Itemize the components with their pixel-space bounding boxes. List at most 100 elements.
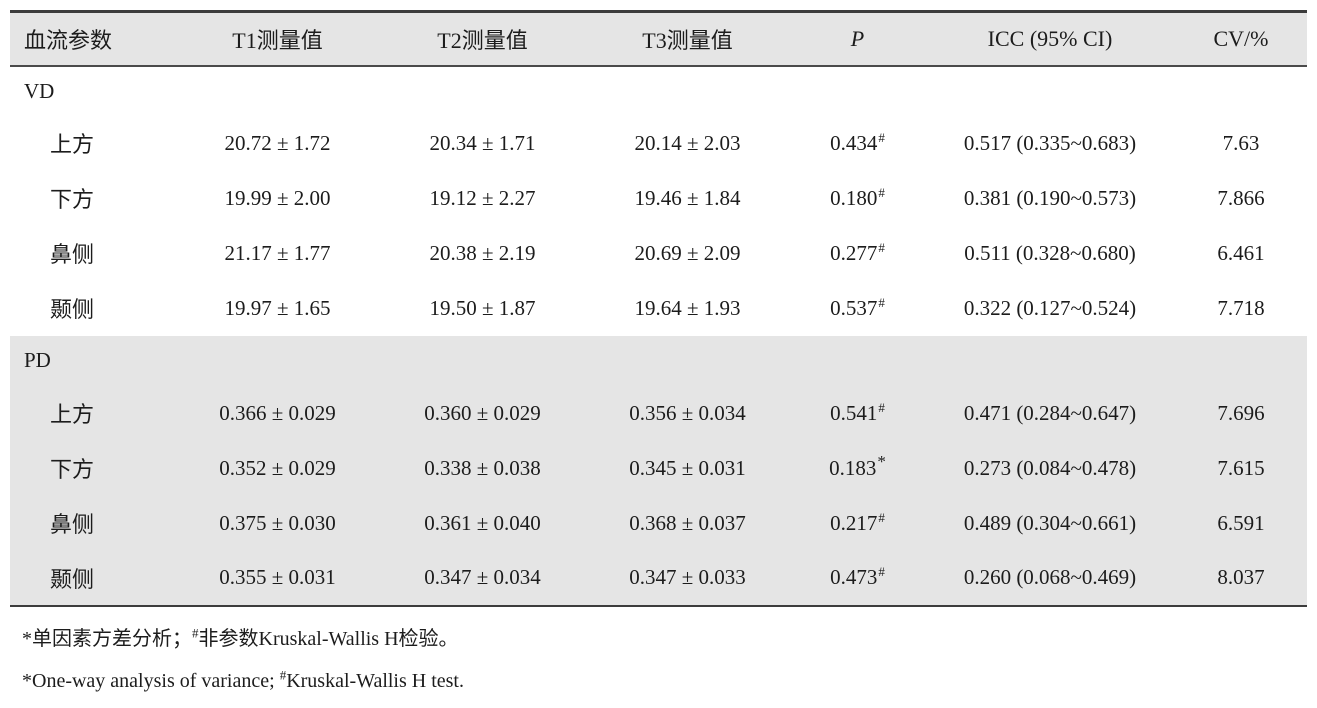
t1-value: 21.17 ± 1.77 bbox=[224, 240, 331, 265]
row-label: 鼻侧 bbox=[50, 512, 95, 537]
header-param: 血流参数 bbox=[10, 11, 175, 67]
p-value-cell: 0.537# bbox=[790, 281, 925, 336]
table-row-vd-inferior: 下方 19.99 ± 2.00 19.12 ± 2.27 19.46 ± 1.8… bbox=[10, 171, 1307, 226]
t2-value: 19.50 ± 1.87 bbox=[429, 295, 536, 320]
table-row-vd-superior: 上方 20.72 ± 1.72 20.34 ± 1.71 20.14 ± 2.0… bbox=[10, 116, 1307, 171]
footnote-en-superscript: # bbox=[279, 666, 287, 682]
table-row-pd-superior: 上方 0.366 ± 0.029 0.360 ± 0.029 0.356 ± 0… bbox=[10, 385, 1307, 441]
icc-value: 0.260 (0.068~0.469) bbox=[963, 565, 1137, 589]
icc-value: 0.273 (0.084~0.478) bbox=[963, 455, 1137, 480]
t3-value: 19.46 ± 1.84 bbox=[634, 185, 741, 210]
footnote-english: *One-way analysis of variance; #Kruskal-… bbox=[22, 668, 1307, 692]
p-superscript-mark: # bbox=[878, 294, 885, 310]
t2-value: 0.338 ± 0.038 bbox=[424, 455, 541, 480]
t3-value: 0.356 ± 0.034 bbox=[629, 400, 746, 425]
section-row-pd: PD bbox=[10, 335, 1307, 386]
header-p-label: P bbox=[850, 25, 865, 51]
header-icc: ICC (95% CI) bbox=[925, 11, 1175, 67]
t2-value: 0.347 ± 0.034 bbox=[424, 565, 541, 589]
p-superscript-mark: # bbox=[878, 564, 885, 579]
header-p: P bbox=[790, 11, 925, 67]
t1-value: 20.72 ± 1.72 bbox=[224, 130, 331, 155]
t1-value: 0.355 ± 0.031 bbox=[219, 565, 336, 589]
p-value: 0.217 bbox=[830, 510, 878, 535]
row-label: 鼻侧 bbox=[50, 242, 95, 267]
p-superscript-mark: # bbox=[878, 129, 885, 145]
table-header-row: 血流参数 T1测量值 T2测量值 T3测量值 P ICC (95% CI) CV… bbox=[10, 11, 1307, 67]
cv-value: 8.037 bbox=[1217, 565, 1265, 589]
footnote-chinese: *单因素方差分析；#非参数Kruskal-Wallis H检验。 bbox=[22, 626, 1307, 650]
icc-value: 0.517 (0.335~0.683) bbox=[963, 130, 1137, 155]
p-value-cell: 0.277# bbox=[790, 226, 925, 281]
p-value: 0.537 bbox=[830, 295, 878, 320]
section-row-vd: VD bbox=[10, 66, 1307, 116]
row-label: 上方 bbox=[50, 402, 95, 427]
row-label: 颞侧 bbox=[50, 566, 95, 592]
row-label: 上方 bbox=[50, 132, 95, 157]
p-value: 0.541 bbox=[830, 400, 878, 425]
t1-value: 0.375 ± 0.030 bbox=[219, 510, 336, 535]
header-t1: T1测量值 bbox=[175, 11, 380, 67]
p-value: 0.434 bbox=[830, 130, 878, 155]
table-row-vd-nasal: 鼻侧 21.17 ± 1.77 20.38 ± 2.19 20.69 ± 2.0… bbox=[10, 226, 1307, 281]
table-row-pd-inferior: 下方 0.352 ± 0.029 0.338 ± 0.038 0.345 ± 0… bbox=[10, 440, 1307, 496]
p-superscript-mark: * bbox=[877, 451, 886, 471]
t2-value: 20.38 ± 2.19 bbox=[429, 240, 536, 265]
p-value-cell: 0.541# bbox=[790, 386, 925, 441]
icc-value: 0.489 (0.304~0.661) bbox=[963, 510, 1137, 535]
header-cv: CV/% bbox=[1175, 11, 1307, 67]
footnote-zh-post: 非参数Kruskal-Wallis H检验。 bbox=[198, 627, 459, 650]
t3-value: 20.69 ± 2.09 bbox=[634, 240, 741, 265]
t3-value: 20.14 ± 2.03 bbox=[634, 130, 741, 155]
t2-value: 20.34 ± 1.71 bbox=[429, 130, 536, 155]
row-label: 下方 bbox=[50, 187, 95, 212]
footnote-zh-superscript: # bbox=[192, 624, 199, 640]
cv-value: 7.63 bbox=[1222, 130, 1260, 155]
t2-value: 19.12 ± 2.27 bbox=[429, 185, 536, 210]
section-label-pd: PD bbox=[24, 348, 51, 372]
t2-value: 0.361 ± 0.040 bbox=[424, 510, 541, 535]
footnote-zh-pre: *单因素方差分析； bbox=[22, 627, 192, 650]
footnote-en-pre: *One-way analysis of variance; bbox=[22, 669, 280, 692]
header-t3: T3测量值 bbox=[585, 11, 790, 67]
t1-value: 0.366 ± 0.029 bbox=[219, 400, 336, 425]
p-value: 0.473 bbox=[830, 565, 878, 589]
cv-value: 7.718 bbox=[1217, 295, 1265, 320]
p-value-cell: 0.180# bbox=[790, 171, 925, 226]
p-superscript-mark: # bbox=[878, 509, 885, 525]
p-value: 0.180 bbox=[830, 185, 878, 210]
row-label: 颞侧 bbox=[50, 297, 95, 322]
t3-value: 0.368 ± 0.037 bbox=[629, 510, 746, 535]
row-label: 下方 bbox=[50, 457, 95, 482]
cv-value: 6.461 bbox=[1217, 240, 1265, 265]
table-row-vd-temporal: 颞侧 19.97 ± 1.65 19.50 ± 1.87 19.64 ± 1.9… bbox=[10, 281, 1307, 336]
p-value: 0.277 bbox=[830, 240, 878, 265]
table-row-pd-temporal: 颞侧 0.355 ± 0.031 0.347 ± 0.034 0.347 ± 0… bbox=[10, 550, 1307, 606]
header-t2: T2测量值 bbox=[380, 11, 585, 67]
p-value: 0.183 bbox=[829, 455, 877, 480]
icc-value: 0.322 (0.127~0.524) bbox=[963, 295, 1137, 320]
t1-value: 0.352 ± 0.029 bbox=[219, 455, 336, 480]
icc-value: 0.381 (0.190~0.573) bbox=[963, 185, 1137, 210]
t1-value: 19.99 ± 2.00 bbox=[224, 185, 331, 210]
p-value-cell: 0.473# bbox=[790, 551, 925, 606]
cv-value: 7.866 bbox=[1217, 185, 1265, 210]
cv-value: 6.591 bbox=[1217, 510, 1265, 535]
section-label-vd: VD bbox=[24, 78, 55, 103]
cv-value: 7.615 bbox=[1217, 455, 1265, 480]
t3-value: 19.64 ± 1.93 bbox=[634, 295, 741, 320]
table-row-pd-nasal: 鼻侧 0.375 ± 0.030 0.361 ± 0.040 0.368 ± 0… bbox=[10, 495, 1307, 551]
t3-value: 0.347 ± 0.033 bbox=[629, 565, 746, 589]
t3-value: 0.345 ± 0.031 bbox=[629, 455, 746, 480]
p-superscript-mark: # bbox=[878, 184, 885, 200]
t2-value: 0.360 ± 0.029 bbox=[424, 400, 541, 425]
p-superscript-mark: # bbox=[878, 399, 885, 415]
p-superscript-mark: # bbox=[878, 239, 885, 255]
icc-value: 0.471 (0.284~0.647) bbox=[963, 400, 1137, 425]
footnote-en-post: Kruskal-Wallis H test. bbox=[286, 669, 464, 692]
cv-value: 7.696 bbox=[1217, 400, 1265, 425]
p-value-cell: 0.217# bbox=[790, 496, 925, 551]
t1-value: 19.97 ± 1.65 bbox=[224, 295, 331, 320]
table-footnotes: *单因素方差分析；#非参数Kruskal-Wallis H检验。 *One-wa… bbox=[10, 607, 1307, 691]
icc-value: 0.511 (0.328~0.680) bbox=[964, 240, 1136, 265]
